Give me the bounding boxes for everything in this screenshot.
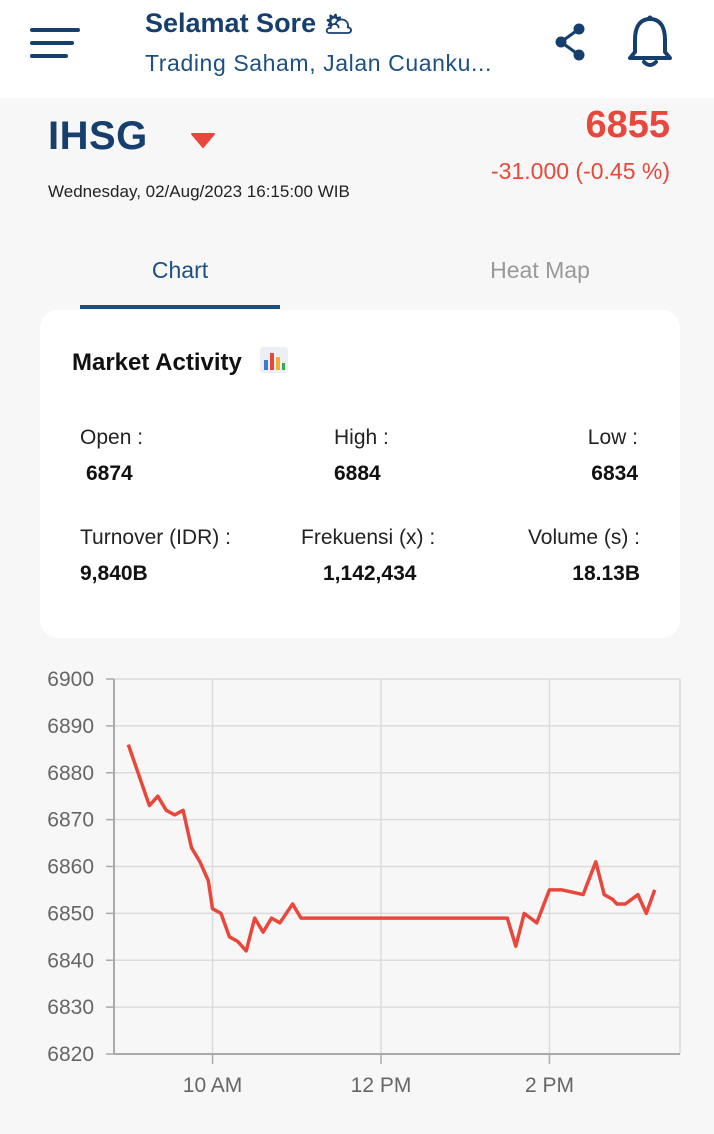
stat-label: Volume (s) : [527,526,640,549]
tab-heat-map[interactable]: Heat Map [490,256,590,283]
market-activity-card: Market Activity Open : 6874 High : 6884 … [40,310,680,638]
intraday-chart-svg[interactable]: 6820 6830 6840 6850 6860 6870 6880 6890 6900 10 A… [0,660,714,1120]
stat-volume: Volume (s) : 18.13B [440,526,640,586]
stat-frequency: Frekuensi (x) : 1,142,434 [301,526,501,586]
trend-down-icon [190,132,216,150]
y-tick-label: 6850 [47,902,94,925]
y-tick-label: 6900 [47,668,94,691]
last-update-datetime: Wednesday, 02/Aug/2023 16:15:00 WIB [48,182,350,201]
stat-high: High : 6884 [334,426,534,486]
greeting-text: Selamat Sore 🌥 [145,8,354,39]
stat-value: 1,142,434 [323,562,417,585]
stat-label: Low : [587,426,638,449]
intraday-chart[interactable]: 6820 6830 6840 6850 6860 6870 6880 6890 6900 10 A… [0,660,714,1120]
stat-value: 18.13B [572,562,640,585]
menu-icon[interactable] [28,24,84,64]
weather-icon: 🌥 [323,10,355,38]
y-tick-label: 6820 [47,1043,94,1066]
greeting-subtitle: Trading Saham, Jalan Cuanku... [145,50,492,76]
top-header: Selamat Sore 🌥 Trading Saham, Jalan Cuan… [0,0,714,98]
stat-open: Open : 6874 [80,426,280,486]
stat-label: Open : [80,426,144,449]
index-change: -31.000 (-0.45 %) [491,158,670,184]
index-ticker: IHSG [48,114,148,158]
stat-label: Turnover (IDR) : [80,526,231,549]
y-tick-label: 6890 [47,715,94,738]
share-icon[interactable] [548,20,592,64]
bar-chart-icon [259,346,289,374]
stat-value: 9,840B [80,562,148,585]
active-tab-indicator [80,305,280,309]
greeting-label: Selamat Sore [145,8,317,38]
stat-label: High : [334,426,389,449]
market-activity-title: Market Activity [72,346,289,377]
y-tick-label: 6860 [47,856,94,879]
y-tick-label: 6880 [47,762,94,785]
stat-turnover: Turnover (IDR) : 9,840B [80,526,280,586]
stat-low: Low : 6834 [438,426,638,486]
stat-value: 6834 [591,462,638,485]
x-tick-label: 12 PM [351,1074,412,1097]
stat-value: 6874 [86,462,133,485]
price-series-line [126,744,657,953]
bell-icon[interactable] [624,14,676,70]
y-tick-label: 6840 [47,949,94,972]
tab-chart[interactable]: Chart [151,256,209,283]
stat-value: 6884 [334,462,381,485]
y-tick-label: 6870 [47,809,94,832]
stat-label: Frekuensi (x) : [301,526,436,549]
market-activity-label: Market Activity [72,349,242,376]
x-tick-label: 10 AM [183,1074,243,1097]
y-tick-label: 6830 [47,996,94,1019]
x-tick-label: 2 PM [525,1074,574,1097]
index-price: 6855 [585,104,670,146]
